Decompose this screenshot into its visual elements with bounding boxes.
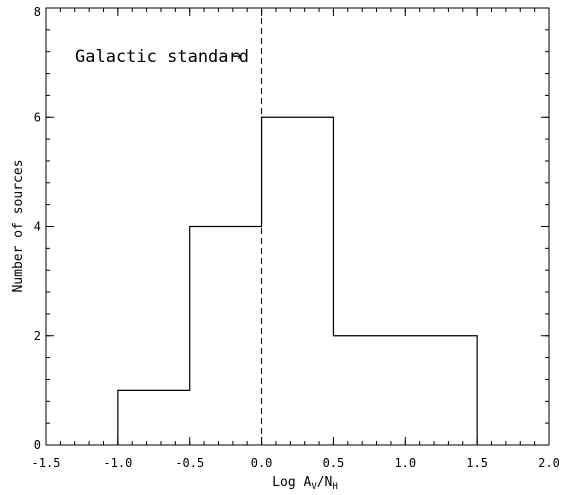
x-tick-label: 0.5 bbox=[323, 456, 345, 470]
x-tick-label: 0.0 bbox=[251, 456, 273, 470]
y-tick-label: 6 bbox=[34, 110, 41, 124]
x-tick-label: -0.5 bbox=[175, 456, 204, 470]
x-axis-label-prefix: Log A bbox=[272, 475, 311, 490]
histogram-outline bbox=[117, 116, 478, 445]
x-tick-label: 2.0 bbox=[538, 456, 560, 470]
x-tick-label: -1.0 bbox=[103, 456, 132, 470]
x-tick-label: 1.0 bbox=[394, 456, 416, 470]
galactic-standard-annotation: Galactic standard bbox=[75, 47, 249, 67]
plot-frame bbox=[45, 7, 550, 446]
y-tick-label: 8 bbox=[34, 5, 41, 19]
histogram-bin bbox=[190, 227, 262, 446]
x-axis-label: Log AV/NH bbox=[272, 475, 338, 492]
y-tick-label: 0 bbox=[34, 438, 41, 452]
annotation-arrow: → bbox=[231, 45, 242, 66]
x-tick-labels: -1.5 -1.0 -0.5 0.0 0.5 1.0 1.5 2.0 bbox=[32, 456, 560, 470]
x-axis-label-mid: /N bbox=[317, 475, 333, 490]
y-tick-labels: 0 2 4 6 8 bbox=[34, 5, 41, 452]
minor-ticks bbox=[46, 8, 549, 445]
histogram-bins bbox=[118, 117, 477, 445]
y-tick-label: 2 bbox=[34, 329, 41, 343]
y-axis-label: Number of sources bbox=[11, 159, 26, 292]
major-ticks bbox=[45, 7, 550, 446]
x-tick-label: -1.5 bbox=[32, 456, 61, 470]
histogram-bin bbox=[118, 390, 190, 445]
x-axis-label-sub-v: V bbox=[311, 482, 317, 492]
histogram-bin bbox=[262, 117, 334, 445]
histogram-bin bbox=[333, 336, 477, 445]
x-tick-label: 1.5 bbox=[466, 456, 488, 470]
x-axis-label-sub-h: H bbox=[332, 482, 337, 492]
y-tick-label: 4 bbox=[34, 220, 41, 234]
